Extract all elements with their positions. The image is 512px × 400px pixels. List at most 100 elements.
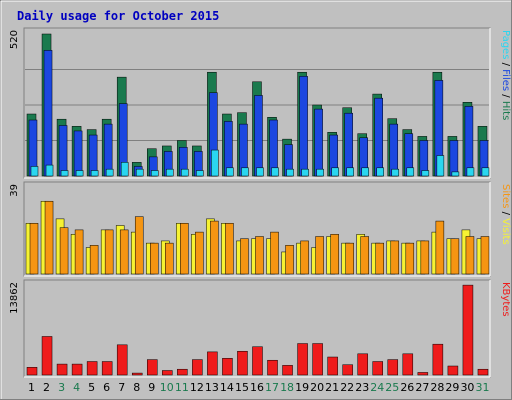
bar-pages — [181, 168, 189, 177]
bar-pages — [226, 167, 234, 177]
day-label: 22 — [340, 381, 354, 394]
day-label: 21 — [325, 381, 339, 394]
bar-sites — [150, 242, 159, 275]
bar-pages — [436, 155, 445, 177]
bar-pages — [211, 149, 219, 177]
bar-kbytes — [41, 336, 53, 376]
day-label: 10 — [160, 381, 174, 394]
bar-kbytes — [26, 367, 38, 376]
bar-files — [344, 112, 353, 177]
bar-sites — [44, 200, 54, 275]
bar-sites — [420, 240, 430, 275]
bar-pages — [481, 167, 490, 177]
bar-files — [73, 130, 83, 177]
day-label: 3 — [58, 381, 65, 394]
bar-kbytes — [192, 359, 203, 376]
bar-kbytes — [387, 359, 399, 376]
bar-pages — [196, 170, 204, 177]
bar-kbytes — [372, 361, 383, 376]
legend-label-part: KBytes — [500, 282, 511, 317]
bar-kbytes — [447, 365, 459, 376]
bar-sites — [255, 236, 264, 275]
legend-label: Pages / Files / Hits — [500, 30, 511, 120]
bar-sites — [195, 231, 204, 275]
bar-files — [43, 50, 53, 177]
day-axis: 1 2 3 4 5 6 7 8 9 10 11 12 13 14 15 16 17 18 19 20 21 22 23 24 2… — [28, 381, 489, 394]
day-label: 19 — [295, 381, 309, 394]
bar-kbytes — [131, 372, 143, 376]
bar-sites — [375, 242, 384, 275]
legend-label-part: Files — [500, 69, 511, 91]
day-label: 23 — [355, 381, 369, 394]
day-label: 4 — [73, 381, 80, 394]
bar-pages — [30, 166, 39, 177]
day-label: 17 — [265, 381, 279, 394]
bar-pages — [271, 167, 279, 177]
bar-sites — [180, 223, 189, 275]
bar-kbytes — [147, 359, 158, 376]
bar-kbytes — [252, 346, 263, 376]
legend-label-part: / — [500, 208, 511, 218]
bar-sites — [315, 236, 324, 275]
bar-pages — [135, 168, 144, 177]
bar-pages — [120, 162, 129, 177]
bar-sites — [270, 231, 279, 275]
bar-pages — [361, 167, 369, 177]
bar-sites — [480, 236, 490, 275]
day-label: 2 — [43, 381, 50, 394]
bar-pages — [286, 168, 294, 177]
bar-pages — [105, 168, 114, 177]
bar-sites — [104, 229, 114, 275]
bar-kbytes — [402, 353, 414, 376]
bar-kbytes — [342, 364, 353, 376]
bar-kbytes — [312, 343, 323, 376]
bar-sites — [89, 245, 99, 275]
legend-label-part: / — [500, 91, 511, 101]
day-label: 16 — [250, 381, 264, 394]
legend-label-part: / — [500, 59, 511, 69]
bar-pages — [151, 170, 159, 177]
bar-kbytes — [417, 372, 429, 376]
bar-pages — [45, 164, 54, 177]
bar-files — [374, 97, 383, 177]
bar-sites — [465, 236, 475, 275]
bar-pages — [90, 170, 99, 177]
bar-pages — [391, 168, 400, 177]
day-label: 1 — [28, 381, 35, 394]
day-label: 11 — [175, 381, 189, 394]
bar-files — [254, 95, 263, 177]
bar-sites — [165, 242, 174, 275]
bar-pages — [301, 168, 309, 177]
bar-kbytes — [327, 356, 338, 376]
chart-panels: 520 Pages / Files / Hits 39 Sites / Visits 1… — [9, 27, 511, 378]
day-label: 25 — [385, 381, 399, 394]
bar-kbytes — [477, 368, 489, 376]
legend-label-part: Sites — [500, 184, 511, 208]
y-axis-max-label: 13862 — [9, 282, 20, 314]
bar-sites — [59, 227, 69, 275]
day-label: 29 — [445, 381, 459, 394]
bar-kbytes — [357, 353, 368, 376]
day-label: 27 — [415, 381, 429, 394]
day-label: 9 — [148, 381, 155, 394]
day-label: 30 — [460, 381, 474, 394]
day-label: 20 — [310, 381, 324, 394]
bar-pages — [346, 167, 354, 177]
bar-pages — [60, 170, 69, 177]
bar-files — [389, 123, 399, 177]
bar-kbytes — [177, 368, 188, 376]
bar-sites — [345, 242, 354, 275]
y-axis-max-label: 520 — [9, 30, 20, 49]
panel-sites-visits: 39 Sites / Visits — [9, 181, 511, 277]
bar-sites — [435, 220, 445, 275]
day-label: 6 — [103, 381, 110, 394]
legend-label-part: Hits — [500, 101, 511, 120]
bar-pages — [406, 167, 415, 177]
day-label: 31 — [475, 381, 489, 394]
day-label: 13 — [205, 381, 219, 394]
bar-sites — [450, 238, 460, 275]
bar-kbytes — [432, 343, 444, 376]
day-label: 24 — [370, 381, 384, 394]
day-label: 7 — [118, 381, 125, 394]
